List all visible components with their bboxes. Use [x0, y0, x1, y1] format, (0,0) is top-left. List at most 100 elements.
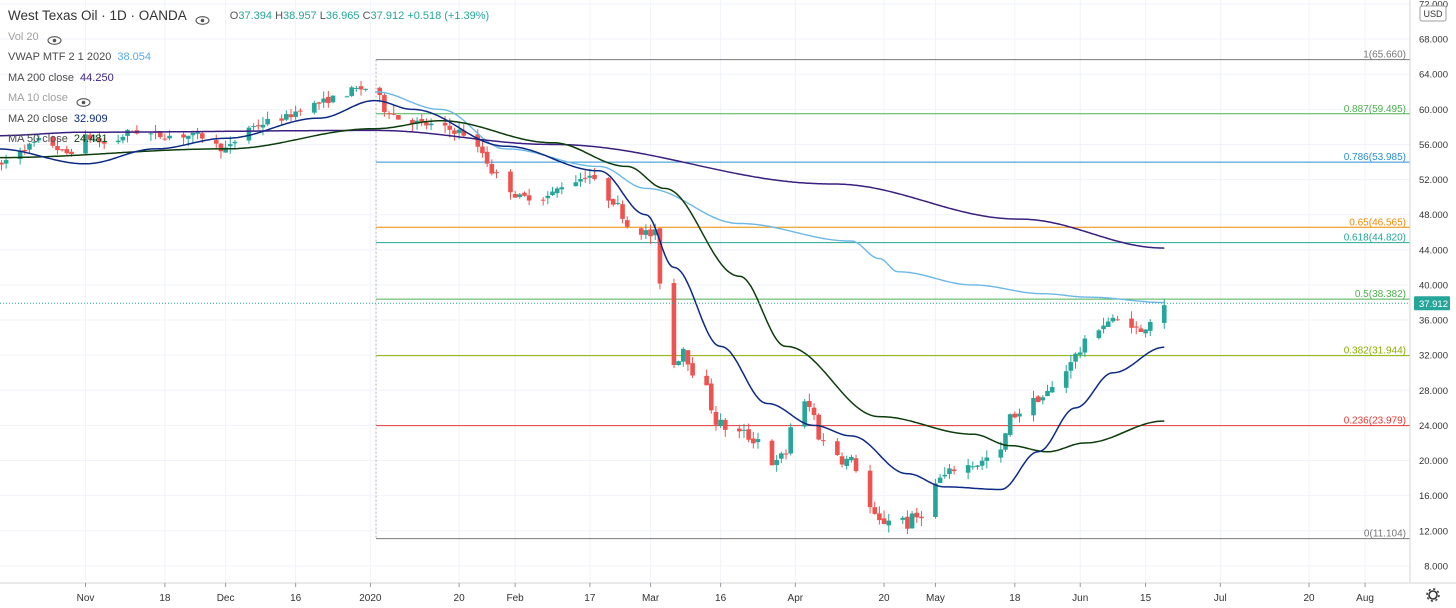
candle-body — [232, 141, 238, 144]
candle-body — [199, 133, 205, 139]
low-value: 36.965 — [325, 10, 360, 22]
eye-icon[interactable] — [195, 12, 210, 25]
x-tick-label: Nov — [77, 593, 95, 604]
candle-body — [582, 177, 588, 179]
x-tick-label: 18 — [1009, 593, 1021, 604]
y-tick-label: 72.000 — [1419, 0, 1448, 11]
candle-body — [685, 350, 691, 365]
currency-label: USD — [1423, 9, 1443, 19]
candle-body — [148, 133, 154, 135]
indicator-row[interactable]: MA 200 close 44.250 — [8, 68, 489, 89]
indicator-row[interactable]: VWAP MTF 2 1 2020 38.054 — [8, 47, 489, 68]
candle-body — [354, 87, 359, 89]
candle-body — [321, 98, 326, 103]
x-tick-label: 20 — [1303, 593, 1315, 604]
candle-body — [494, 172, 499, 174]
fib-level-label: 1(65.660) — [1363, 50, 1406, 61]
candle-body — [1133, 326, 1139, 328]
y-tick-label: 56.000 — [1419, 140, 1448, 151]
indicator-label: MA 10 close — [8, 92, 68, 104]
candle-body — [1110, 317, 1116, 322]
x-tick-label: Feb — [507, 593, 525, 604]
candle-body — [545, 195, 551, 199]
candle-body — [115, 140, 121, 143]
low-label: L — [319, 10, 326, 22]
candle-body — [517, 194, 523, 197]
candle-body — [522, 192, 527, 196]
candle-body — [92, 139, 98, 141]
x-tick-label: 16 — [290, 593, 302, 604]
candles — [0, 80, 1167, 535]
currency-badge[interactable]: USD — [1419, 5, 1447, 22]
eye-off-icon[interactable] — [47, 32, 62, 46]
symbol-title[interactable]: West Texas Oil · 1D · OANDA — [8, 8, 187, 23]
y-tick-label: 60.000 — [1419, 105, 1448, 116]
price-axis[interactable]: 8.000 12.000 16.000 20.000 24.000 28.000 32.00… — [1414, 0, 1450, 572]
candle-body — [246, 127, 252, 141]
fibonacci-retracement[interactable]: 1(65.660) 0.887(59.495) 0.786(53.985) 0.65(… — [375, 50, 1410, 540]
candle-body — [442, 122, 448, 126]
candle-body — [1035, 396, 1041, 403]
candle-body — [288, 114, 294, 118]
candle-body — [816, 414, 821, 440]
candle-body — [125, 129, 130, 136]
x-tick-label: Dec — [217, 593, 235, 604]
candle-body — [867, 470, 873, 508]
indicator-label: Vol 20 — [8, 30, 39, 43]
candle-body — [1007, 414, 1013, 435]
candle-body — [1049, 387, 1055, 393]
indicator-row[interactable]: Vol 20 — [8, 27, 489, 48]
indicator-row[interactable]: MA 20 close 32.909 — [8, 109, 489, 130]
candle-body — [526, 195, 532, 201]
chart-settings-button[interactable] — [1426, 588, 1440, 602]
candle-body — [1012, 413, 1018, 418]
fib-level-label: 0.65(46.565) — [1349, 217, 1406, 228]
candle-body — [1147, 322, 1153, 331]
candle-body — [316, 102, 322, 104]
candle-body — [620, 204, 625, 219]
candle-body — [951, 469, 957, 472]
fib-level-label: 0.236(23.979) — [1344, 416, 1406, 427]
candle-body — [64, 149, 70, 154]
candle-body — [326, 96, 331, 104]
candle-body — [1068, 362, 1074, 371]
ma200-line — [0, 129, 1165, 249]
candle-body — [508, 171, 513, 193]
candle-body — [592, 174, 597, 179]
indicator-value: 38.054 — [117, 51, 151, 63]
candle-body — [512, 194, 518, 198]
candle-body — [1063, 371, 1069, 388]
candle-body — [554, 188, 560, 194]
last-price-badge: 37.912 — [1414, 296, 1450, 311]
candle-body — [900, 517, 906, 520]
candle-body — [31, 141, 37, 143]
candle-body — [1143, 329, 1148, 334]
candle-body — [965, 465, 971, 473]
candle-body — [101, 141, 107, 144]
candle-body — [312, 102, 317, 113]
vwap-line — [375, 91, 1165, 304]
candle-body — [811, 407, 817, 416]
candle-body — [1017, 413, 1022, 417]
x-tick-label: Jul — [1214, 593, 1227, 604]
eye-off-icon[interactable] — [76, 94, 91, 107]
indicator-row[interactable]: MA 50 close 24.481 — [8, 129, 489, 150]
high-value: 38.957 — [283, 10, 317, 22]
ohlc-values: O37.394 H38.957 L36.965 C37.912 +0.518 (… — [230, 6, 489, 27]
candle-body — [741, 429, 747, 431]
candle-body — [1105, 321, 1111, 327]
candle-body — [22, 149, 28, 152]
candle-body — [480, 146, 485, 154]
candle-body — [456, 129, 462, 134]
time-axis[interactable]: Nov 18 Dec 16 2020 20 Feb 17 Mar 16 Apr 20 May 18 Jun 1… — [77, 583, 1374, 604]
symbol-row: West Texas Oil · 1D · OANDA O37.394 H38.… — [8, 6, 489, 27]
candle-body — [447, 125, 453, 130]
fib-level-label: 0.382(31.944) — [1344, 346, 1406, 357]
candle-body — [671, 283, 677, 366]
x-tick-label: Mar — [642, 593, 660, 604]
candle-body — [475, 134, 481, 147]
candle-body — [774, 459, 779, 466]
candle-body — [120, 136, 126, 141]
indicator-row[interactable]: MA 10 close — [8, 88, 489, 109]
